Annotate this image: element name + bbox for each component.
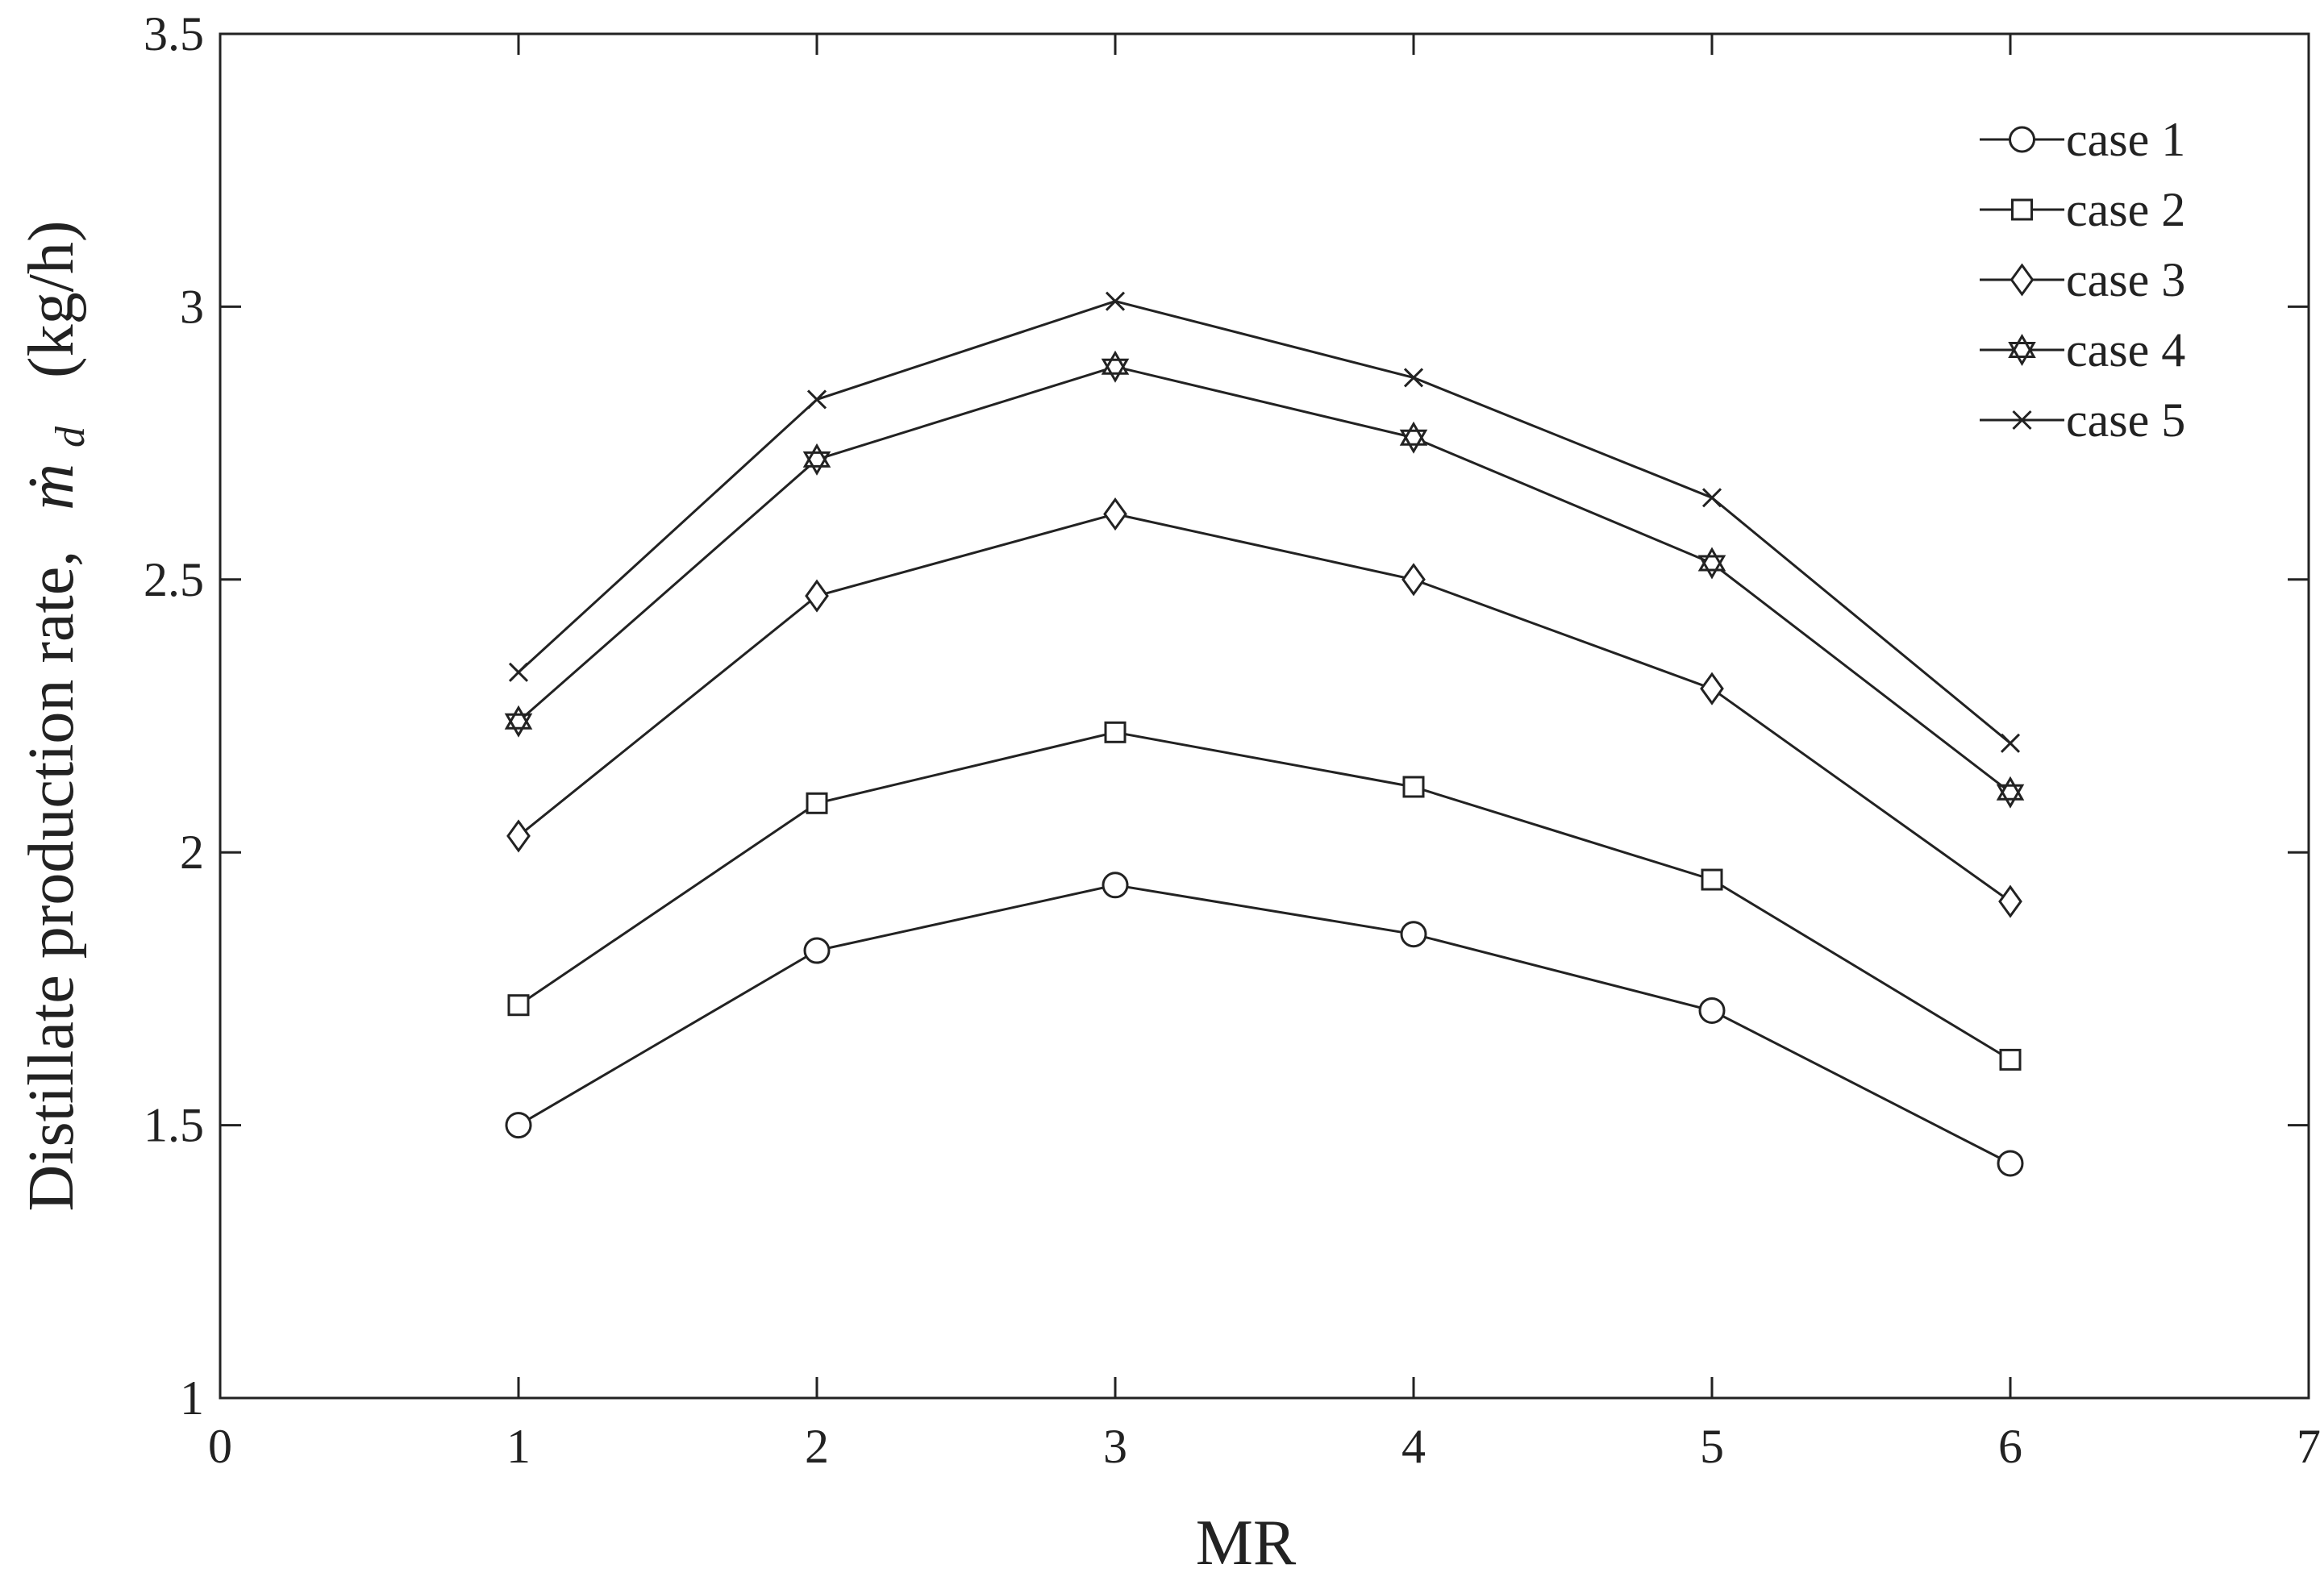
hexagram-triangle-down <box>2008 342 2036 367</box>
legend-label: case 1 <box>2066 113 2185 166</box>
hexagram-triangle-up <box>2008 333 2036 358</box>
hexagram-triangle-down <box>1101 358 1130 383</box>
data-point <box>1400 921 1427 948</box>
legend-marker <box>2010 263 2035 297</box>
x-axis: 0 1 2 3 4 5 6 7 <box>208 34 2321 1473</box>
legend-label: case 5 <box>2066 393 2185 447</box>
x-tick-label: 7 <box>2297 1420 2321 1473</box>
data-point <box>1698 997 1726 1024</box>
x-tick-label: 2 <box>805 1420 829 1473</box>
hexagram-triangle-up <box>1996 776 2025 801</box>
y-axis: 1 1.5 2 2.5 3 3.5 <box>144 7 2309 1425</box>
data-point <box>1401 563 1426 597</box>
legend-marker <box>2011 198 2033 221</box>
data-point <box>1403 368 1424 388</box>
series-case-1 <box>505 872 2024 1177</box>
x-tick-label: 4 <box>1401 1420 1426 1473</box>
y-tick-label: 1 <box>180 1371 204 1425</box>
legend-entry: case 1 <box>1980 113 2185 166</box>
hexagram-triangle-down <box>1697 555 1726 580</box>
legend-marker <box>2009 126 2035 153</box>
x-tick-label: 3 <box>1103 1420 1127 1473</box>
data-point <box>1998 884 2022 918</box>
data-point <box>1104 721 1127 743</box>
data-point <box>2000 733 2021 753</box>
y-tick-label: 2.5 <box>144 553 204 606</box>
hexagram-triangle-down <box>1996 784 2025 809</box>
data-point <box>1399 421 1428 454</box>
data-point <box>505 1112 532 1139</box>
y-axis-title-text: Distillate production rate, <box>16 551 87 1212</box>
data-point <box>1700 672 1724 705</box>
data-point <box>1701 868 1723 891</box>
series-case-5 <box>508 291 2021 753</box>
hexagram-triangle-down <box>802 451 831 476</box>
legend-label: case 2 <box>2066 183 2185 236</box>
series-line <box>517 300 2011 744</box>
legend-marker <box>2008 333 2036 367</box>
data-point <box>805 579 829 613</box>
data-point <box>806 389 827 410</box>
y-axis-title-subscript: d <box>48 426 94 447</box>
data-point <box>1101 350 1130 383</box>
legend: case 1 case 2 case 3 case 4 case 5 <box>1980 113 2185 447</box>
legend-entry: case 3 <box>1980 253 2185 306</box>
data-point <box>1996 776 2025 809</box>
data-point <box>1701 488 1722 508</box>
data-point <box>806 792 828 814</box>
series-case-2 <box>507 721 2022 1071</box>
y-tick-label: 1.5 <box>144 1099 204 1152</box>
hexagram-triangle-up <box>504 705 533 730</box>
data-point <box>1105 291 1126 311</box>
y-tick-label: 2 <box>180 826 204 879</box>
data-point <box>508 662 529 682</box>
x-tick-label: 6 <box>1998 1420 2022 1473</box>
data-point <box>1697 547 1726 580</box>
legend-entry: case 4 <box>1980 323 2185 377</box>
series-case-3 <box>506 497 2022 918</box>
x-tick-label: 5 <box>1700 1420 1724 1473</box>
data-point <box>802 443 831 476</box>
data-point <box>1999 1048 2022 1071</box>
y-axis-title: Distillate production rate, ṁ d (kg/h) <box>16 220 98 1211</box>
plot-area-frame <box>219 32 2310 1400</box>
legend-marker <box>2012 410 2032 431</box>
series-case-4 <box>504 350 2025 809</box>
x-axis-title: MR <box>1196 1508 1297 1577</box>
legend-label: case 4 <box>2066 323 2185 377</box>
y-axis-title-unit: (kg/h) <box>16 220 87 378</box>
y-tick-label: 3.5 <box>144 7 204 60</box>
y-axis-title-symbol: ṁ <box>16 464 87 510</box>
data-point <box>1402 776 1425 798</box>
series-line <box>518 730 2011 1061</box>
legend-entry: case 2 <box>1980 183 2185 236</box>
data-point <box>803 937 831 964</box>
series-line <box>518 884 2011 1165</box>
x-tick-label: 1 <box>506 1420 531 1473</box>
series-line <box>518 513 2011 903</box>
data-point <box>1103 497 1127 531</box>
data-point <box>1997 1150 2024 1177</box>
legend-entry: case 5 <box>1980 393 2185 447</box>
hexagram-triangle-down <box>504 713 533 738</box>
hexagram-triangle-up <box>1399 421 1428 446</box>
data-point <box>1102 872 1129 899</box>
hexagram-triangle-up <box>1101 350 1130 375</box>
hexagram-triangle-down <box>1399 429 1428 454</box>
y-tick-label: 3 <box>180 280 204 333</box>
series-line <box>518 365 2011 793</box>
legend-label: case 3 <box>2066 253 2185 306</box>
data-point <box>506 819 531 853</box>
data-point <box>507 994 530 1017</box>
series-layer <box>504 291 2025 1177</box>
data-point <box>504 705 533 738</box>
x-tick-label: 0 <box>208 1420 232 1473</box>
